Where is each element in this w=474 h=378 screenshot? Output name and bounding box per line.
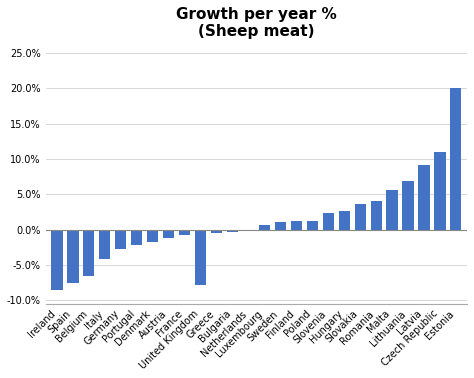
Bar [419, 165, 429, 230]
Bar [83, 230, 94, 276]
Bar [371, 201, 382, 230]
Bar [386, 190, 398, 230]
Bar [195, 230, 206, 285]
Bar [402, 181, 414, 230]
Bar [211, 230, 222, 233]
Bar [179, 230, 190, 235]
Bar [131, 230, 142, 245]
Bar [355, 204, 366, 230]
Bar [450, 88, 462, 230]
Bar [147, 230, 158, 242]
Bar [307, 221, 318, 230]
Bar [163, 230, 174, 238]
Bar [323, 214, 334, 230]
Title: Growth per year %
(Sheep meat): Growth per year % (Sheep meat) [176, 7, 337, 39]
Bar [51, 230, 63, 290]
Bar [227, 230, 238, 232]
Bar [275, 222, 286, 230]
Bar [67, 230, 79, 283]
Bar [291, 221, 302, 230]
Bar [259, 225, 270, 230]
Bar [115, 230, 127, 249]
Bar [434, 152, 446, 230]
Bar [99, 230, 110, 259]
Bar [338, 211, 350, 230]
